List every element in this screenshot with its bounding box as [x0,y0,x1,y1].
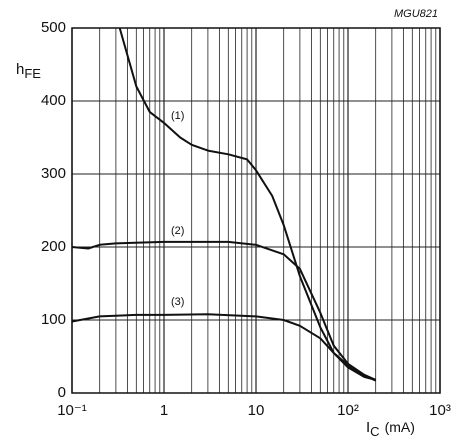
x-tick-label: 10³ [429,402,451,419]
curve-label: (2) [171,225,184,237]
curve-label: (3) [171,296,184,308]
y-tick-label: 400 [41,92,66,109]
data-line [71,313,377,382]
data-line [118,27,376,381]
y-tick-label: 500 [41,19,66,36]
x-tick-label: 10² [337,402,359,419]
curve-label: (1) [171,110,184,122]
x-tick-label: 1 [160,402,168,419]
x-tick-label: 10⁻¹ [57,402,87,419]
x-axis-label: IC (mA) [366,419,415,440]
x-tick-label: 10 [248,402,265,419]
y-axis-label: hFE [16,61,41,81]
plot-frame [71,27,441,394]
figure-code: MGU821 [394,8,438,20]
y-tick-label: 100 [41,311,66,328]
y-tick-label: 0 [58,384,66,401]
y-tick-label: 200 [41,238,66,255]
y-tick-label: 300 [41,165,66,182]
data-line [71,240,377,381]
